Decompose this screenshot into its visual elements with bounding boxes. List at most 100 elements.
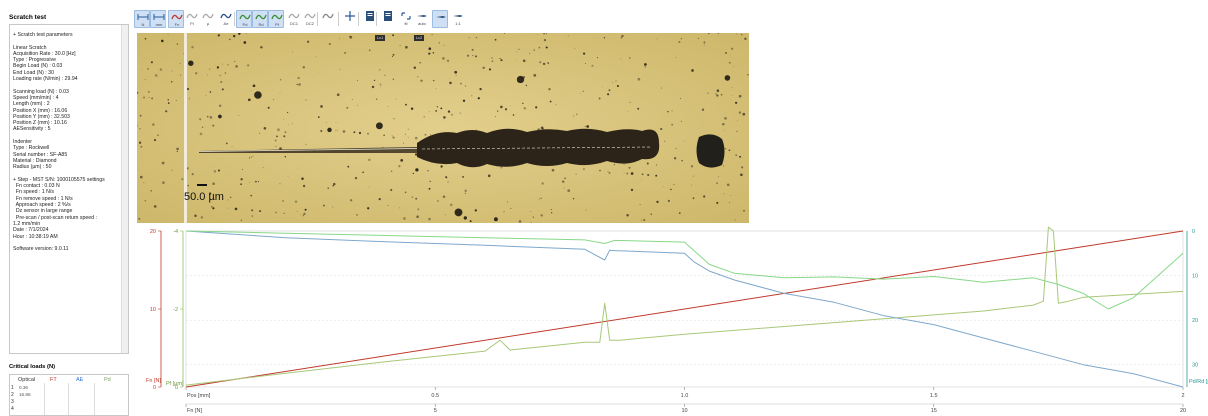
toolbar-separator [317, 12, 318, 26]
pf-tick-label: -2 [173, 307, 178, 313]
toolbar-button-label: DC1 [289, 21, 298, 26]
toolbar-button-label: Ae [223, 21, 229, 26]
x-bottom-tick-label: 15 [931, 408, 937, 414]
toolbar-separator [234, 12, 235, 26]
right-axis-label: Pd/Rd [µm] [1189, 379, 1208, 385]
graph-svg: 0 10 20 30 0 10 20 0 -2 -4 Fn [N] Pf [µm] Pd/Rd [µm]… [146, 226, 1208, 414]
parameter-line: Approach speed : 2 %/s [13, 202, 71, 209]
curve-pd-button[interactable]: Pd [236, 10, 252, 28]
export-icon [366, 11, 374, 21]
parameter-line: Material : Diamond [13, 157, 57, 164]
series-line-1[interactable] [185, 226, 1184, 386]
fn-tick-label: 0 [153, 385, 156, 391]
parameter-line: Date : 7/1/2024 [13, 227, 49, 234]
parameter-line: Type : Rockwell [13, 145, 50, 152]
toolbar-button-label: 1:1 [455, 21, 461, 26]
curve-dc2-icon [304, 13, 316, 19]
x-top-tick-label: 1.5 [930, 393, 938, 399]
row-number: 1 [11, 385, 14, 391]
row-number: 3 [11, 399, 14, 405]
parameter-line: Length (mm) : 2 [13, 101, 50, 108]
toolbar-button-label: Pf [275, 22, 279, 27]
curve-fn-button[interactable]: Fn [168, 10, 184, 28]
parameter-line: Dz sensor in large range [13, 208, 73, 215]
toolbar-button-label: N [141, 22, 145, 27]
auto-icon [417, 15, 427, 17]
curve-dc1-button[interactable]: DC1 [286, 10, 302, 28]
curve-filter-icon [322, 13, 334, 19]
parameter-line: AESensitivity : 5 [13, 126, 51, 133]
vertical-scrollbar[interactable] [121, 25, 128, 353]
fit-button[interactable]: fit [398, 10, 414, 28]
parameter-line: + Scratch test parameters [13, 32, 73, 38]
curve-pf-button[interactable]: Pf [268, 10, 284, 28]
fn-tick-label: 20 [150, 229, 156, 235]
width-fn-button[interactable]: N [134, 10, 150, 28]
critical-loads-header[interactable]: FT [50, 377, 57, 383]
curve-pd-icon [239, 14, 251, 20]
row-number: 2 [11, 392, 14, 398]
report-button[interactable] [380, 10, 396, 28]
fn-tick-label: 10 [150, 307, 156, 313]
optical-value[interactable]: 16.86 [19, 392, 31, 397]
toolbar-separator [376, 12, 377, 26]
move-button[interactable] [342, 10, 358, 28]
toolbar-separator [338, 12, 339, 26]
curve-ft-icon [186, 13, 198, 19]
series-line-2[interactable] [185, 230, 1184, 388]
critical-loads-header[interactable]: Optical [18, 377, 36, 383]
scratch-micrograph[interactable] [137, 33, 749, 223]
export-button[interactable] [362, 10, 378, 28]
parameter-line: Loading rate (N/min) : 29.94 [13, 76, 78, 83]
critical-loads-header[interactable]: AE [76, 377, 84, 383]
series-line-3[interactable] [185, 230, 1184, 310]
parameter-line: Position X (mm) : 16.06 [13, 107, 68, 114]
x-top-tick-label: 2 [1181, 393, 1184, 399]
curve-dc2-button[interactable]: DC2 [302, 10, 318, 28]
parameter-line: Speed (mm/min) : 4 [13, 94, 59, 101]
curve-rd-button[interactable]: Rd [252, 10, 268, 28]
toolbar-button-label: auto [418, 21, 426, 26]
parameters-list[interactable]: + Scratch test parameters Linear Scratch… [9, 24, 129, 354]
right-tick-label: 20 [1192, 318, 1198, 324]
pf-tick-label: -4 [173, 229, 178, 235]
pf-axis-label: Pf [µm] [166, 381, 184, 387]
width-mm-icon [153, 14, 165, 20]
toolbar-button-label: Fn [174, 22, 180, 27]
curve-ae-button[interactable]: Ae [218, 10, 234, 28]
x-top-axis-label: Pos [mm] [187, 393, 211, 399]
parameter-line: Software version: 9.0.11 [13, 246, 69, 253]
lc1-marker-tag[interactable]: Lc1 [375, 35, 385, 41]
zoom-1-button[interactable]: 1:1 [450, 10, 466, 28]
scratch-graph[interactable]: 0 10 20 30 0 10 20 0 -2 -4 Fn [N] Pf [µm] Pd/Rd [µm]… [137, 224, 1208, 414]
toolbar-button-label: DC2 [305, 21, 314, 26]
curve-mu-button[interactable]: µ [200, 10, 216, 28]
width-mm-button[interactable]: mm [150, 10, 166, 28]
toolbar-button-label: mm [155, 22, 163, 27]
series-line-0[interactable] [185, 230, 1184, 388]
parameter-line: Fn contact : 0.03 N [13, 183, 60, 190]
curve-ae-icon [220, 13, 232, 19]
curve-fn-icon [171, 14, 183, 20]
left-panel: Scratch test + Scratch test parameters L… [0, 0, 130, 416]
critical-loads-header[interactable]: Pd [104, 377, 111, 383]
x-top-tick-label: 1.0 [681, 393, 689, 399]
pin-button[interactable] [432, 10, 448, 28]
curve-filter-button[interactable] [320, 10, 336, 28]
toolbar-button-label: Rd [258, 22, 264, 27]
right-tick-label: 0 [1192, 229, 1195, 235]
parameter-line: Position Z (mm) : 10.16 [13, 120, 67, 127]
curve-mu-icon [202, 13, 214, 19]
critical-loads-title: Critical loads (N) [9, 364, 56, 370]
lc2-marker-tag[interactable]: Lc2 [414, 35, 424, 41]
right-tick-label: 30 [1192, 363, 1198, 369]
curve-ft-button[interactable]: Ft [184, 10, 200, 28]
optical-value[interactable]: 0.36 [19, 385, 28, 390]
x-top-tick-label: 0.5 [431, 393, 439, 399]
auto-button[interactable]: auto [414, 10, 430, 28]
x-bottom-axis-label: Fn [N] [187, 408, 202, 414]
right-tick-label: 10 [1192, 274, 1198, 280]
parameter-line: Indenter [13, 139, 33, 146]
parameter-line: Radius (µm) : 50 [13, 164, 52, 171]
scale-bar-label: 50.0 µm [184, 191, 224, 203]
